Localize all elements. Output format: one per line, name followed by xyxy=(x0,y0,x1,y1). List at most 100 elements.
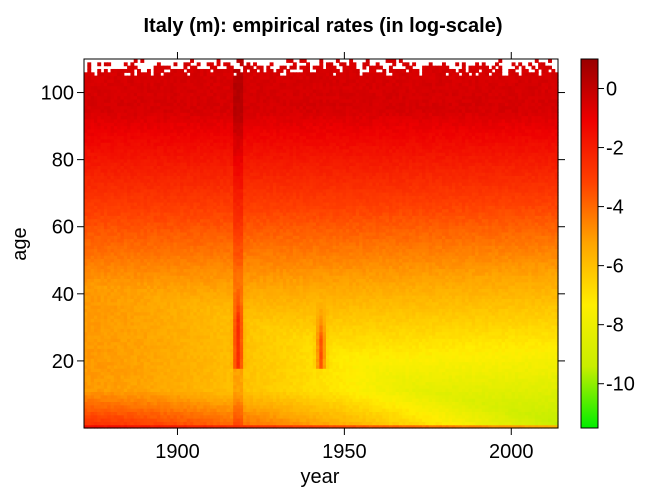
heatmap-cell xyxy=(518,391,523,396)
heatmap-cell xyxy=(432,394,436,399)
heatmap-cell xyxy=(306,371,310,376)
heatmap-cell xyxy=(183,424,188,429)
heatmap-cell xyxy=(209,398,214,402)
heatmap-cell xyxy=(279,401,284,406)
heatmap-cell xyxy=(253,374,257,379)
heatmap-cell xyxy=(213,404,218,409)
heatmap-cell xyxy=(140,388,145,393)
heatmap-cell xyxy=(113,388,118,393)
heatmap-cell xyxy=(133,368,138,373)
heatmap-cell xyxy=(306,421,310,426)
heatmap-cell xyxy=(312,414,317,419)
heatmap-cell xyxy=(375,408,380,412)
heatmap-cell xyxy=(259,414,264,419)
heatmap-cell xyxy=(554,374,559,379)
heatmap-cell xyxy=(471,371,476,376)
heatmap-cell xyxy=(90,404,95,409)
heatmap-cell xyxy=(97,421,102,426)
heatmap-cell xyxy=(428,404,433,409)
heatmap-cell xyxy=(478,394,483,399)
heatmap-cell xyxy=(276,411,281,416)
heatmap-cell xyxy=(548,411,552,416)
heatmap-cell xyxy=(229,398,234,402)
heatmap-cell xyxy=(471,418,476,422)
heatmap-cell xyxy=(445,384,450,389)
heatmap-cell xyxy=(203,371,208,376)
heatmap-cell xyxy=(432,388,436,393)
heatmap-cell xyxy=(223,374,228,379)
heatmap-cell xyxy=(253,418,257,422)
heatmap-cell xyxy=(206,368,211,373)
heatmap-cell xyxy=(296,424,301,429)
heatmap-cell xyxy=(551,371,556,376)
heatmap-cell xyxy=(514,411,519,416)
heatmap-cell xyxy=(415,378,420,383)
heatmap-cell xyxy=(223,398,228,402)
heatmap-cell xyxy=(170,411,175,416)
heatmap-cell xyxy=(392,414,397,419)
heatmap-cell xyxy=(418,388,423,393)
heatmap-cell xyxy=(455,374,460,379)
heatmap-cell xyxy=(90,408,95,412)
heatmap-cell xyxy=(236,421,241,426)
heatmap-cell xyxy=(319,388,324,393)
heatmap-cell xyxy=(481,384,486,389)
heatmap-cell xyxy=(388,371,393,376)
heatmap-cell xyxy=(521,414,526,419)
heatmap-cell xyxy=(339,384,344,389)
heatmap-cell xyxy=(253,421,257,426)
heatmap-cell xyxy=(498,401,503,406)
heatmap-cell xyxy=(90,418,95,422)
heatmap-cell xyxy=(458,371,463,376)
heatmap-cell xyxy=(325,384,330,389)
heatmap-cell xyxy=(292,371,297,376)
heatmap-cell xyxy=(156,398,161,402)
heatmap-cell xyxy=(398,374,403,379)
heatmap-cell xyxy=(365,411,370,416)
heatmap-cell xyxy=(219,384,224,389)
heatmap-cell xyxy=(385,418,390,422)
heatmap-cell xyxy=(286,381,291,386)
heatmap-cell xyxy=(316,424,320,429)
heatmap-cell xyxy=(286,424,291,429)
heatmap-cell xyxy=(306,384,310,389)
heatmap-cell xyxy=(213,391,218,396)
heatmap-cell xyxy=(160,381,165,386)
heatmap-cell xyxy=(87,414,92,419)
heatmap-cell xyxy=(176,371,181,376)
heatmap-cell xyxy=(259,394,264,399)
heatmap-cell xyxy=(296,401,301,406)
heatmap-cell xyxy=(279,381,284,386)
heatmap-cell xyxy=(249,401,254,406)
heatmap-cell xyxy=(319,394,324,399)
heatmap-cell xyxy=(415,424,420,429)
heatmap-cell xyxy=(445,421,450,426)
heatmap-cell xyxy=(345,388,350,393)
heatmap-cell xyxy=(110,374,115,379)
heatmap-cell xyxy=(441,378,446,383)
heatmap-cell xyxy=(120,371,125,376)
heatmap-cell xyxy=(498,411,503,416)
heatmap-cell xyxy=(299,424,304,429)
heatmap-cell xyxy=(458,388,463,393)
heatmap-cell xyxy=(163,371,168,376)
heatmap-cell xyxy=(279,424,284,429)
heatmap-cell xyxy=(518,401,523,406)
heatmap-cell xyxy=(475,378,480,383)
heatmap-cell xyxy=(103,394,108,399)
heatmap-cell xyxy=(110,394,115,399)
heatmap-cell xyxy=(428,401,433,406)
heatmap-cell xyxy=(316,404,320,409)
heatmap-cell xyxy=(137,411,141,416)
heatmap-cell xyxy=(412,391,417,396)
heatmap-cell xyxy=(163,381,168,386)
heatmap-cell xyxy=(246,411,251,416)
heatmap-cell xyxy=(262,388,267,393)
heatmap-cell xyxy=(319,411,324,416)
heatmap-cell xyxy=(369,384,373,389)
heatmap-cell xyxy=(153,404,158,409)
heatmap-cell xyxy=(455,424,460,429)
heatmap-cell xyxy=(521,374,526,379)
heatmap-cell xyxy=(282,378,287,383)
heatmap-cell xyxy=(554,421,559,426)
